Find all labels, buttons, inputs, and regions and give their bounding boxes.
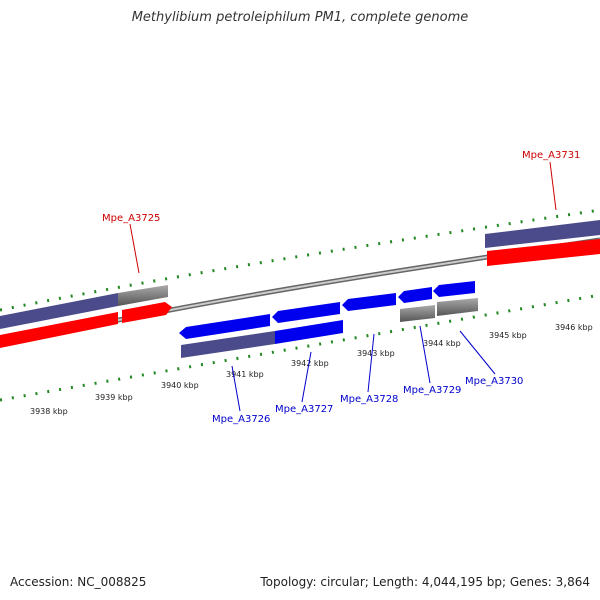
reverse-cds-companion[interactable]	[275, 320, 343, 344]
tick-label: 3945 kbp	[489, 331, 527, 340]
tick-label: 3944 kbp	[423, 339, 461, 348]
forward-feature-group-left	[0, 285, 172, 348]
purple-feature[interactable]	[0, 293, 118, 329]
reverse-cds-mpe-a3729[interactable]	[398, 287, 432, 303]
genome-title: Methylibium petroleiphilum PM1, complete…	[131, 10, 469, 25]
grey-feature[interactable]	[437, 298, 478, 316]
reverse-cds-mpe-a3727[interactable]	[272, 302, 340, 323]
purple-feature[interactable]	[485, 220, 600, 248]
reverse-cds-mpe-a3728[interactable]	[342, 293, 396, 311]
reverse-feature-group	[179, 281, 478, 358]
leader-line	[129, 223, 140, 274]
leader-line	[367, 333, 375, 393]
lower-tick-track	[0, 293, 600, 402]
forward-feature-group-right	[485, 220, 600, 266]
gene-label-mpe-a3726[interactable]: Mpe_A3726	[212, 414, 270, 425]
accession-text: Accession: NC_008825	[10, 575, 147, 589]
leader-line	[231, 365, 241, 412]
gene-label-mpe-a3728[interactable]: Mpe_A3728	[340, 394, 398, 405]
leader-line	[419, 325, 431, 384]
purple-feature[interactable]	[181, 331, 275, 358]
leader-line	[459, 330, 496, 375]
reverse-cds-mpe-a3730[interactable]	[433, 281, 475, 297]
grey-feature[interactable]	[118, 285, 168, 306]
genome-summary-text: Topology: circular; Length: 4,044,195 bp…	[260, 575, 590, 589]
tick-label: 3946 kbp	[555, 323, 593, 332]
tick-label: 3943 kbp	[357, 349, 395, 358]
gene-label-mpe-a3725[interactable]: Mpe_A3725	[102, 213, 160, 224]
grey-feature[interactable]	[400, 305, 435, 322]
tick-label: 3941 kbp	[226, 370, 264, 379]
reverse-cds-mpe-a3726[interactable]	[179, 314, 270, 339]
tick-label: 3938 kbp	[30, 407, 68, 416]
leader-line	[549, 161, 557, 211]
forward-cds-mpe-a3731[interactable]	[487, 239, 600, 266]
upper-tick-track	[0, 208, 600, 312]
tick-label: 3939 kbp	[95, 393, 133, 402]
tick-label: 3942 kbp	[291, 359, 329, 368]
forward-cds[interactable]	[0, 312, 118, 348]
gene-label-mpe-a3730[interactable]: Mpe_A3730	[465, 376, 523, 387]
forward-gene-labels: Mpe_A3725 Mpe_A3731	[102, 150, 580, 274]
tick-labels: 3938 kbp 3939 kbp 3940 kbp 3941 kbp 3942…	[30, 323, 593, 416]
reverse-gene-labels: Mpe_A3726 Mpe_A3727 Mpe_A3728 Mpe_A3729 …	[212, 325, 523, 425]
tick-label: 3940 kbp	[161, 381, 199, 390]
gene-label-mpe-a3729[interactable]: Mpe_A3729	[403, 385, 461, 396]
leader-line	[301, 351, 312, 403]
forward-cds-mpe-a3725[interactable]	[122, 302, 172, 323]
gene-label-mpe-a3731[interactable]: Mpe_A3731	[522, 150, 580, 161]
gene-label-mpe-a3727[interactable]: Mpe_A3727	[275, 404, 333, 415]
